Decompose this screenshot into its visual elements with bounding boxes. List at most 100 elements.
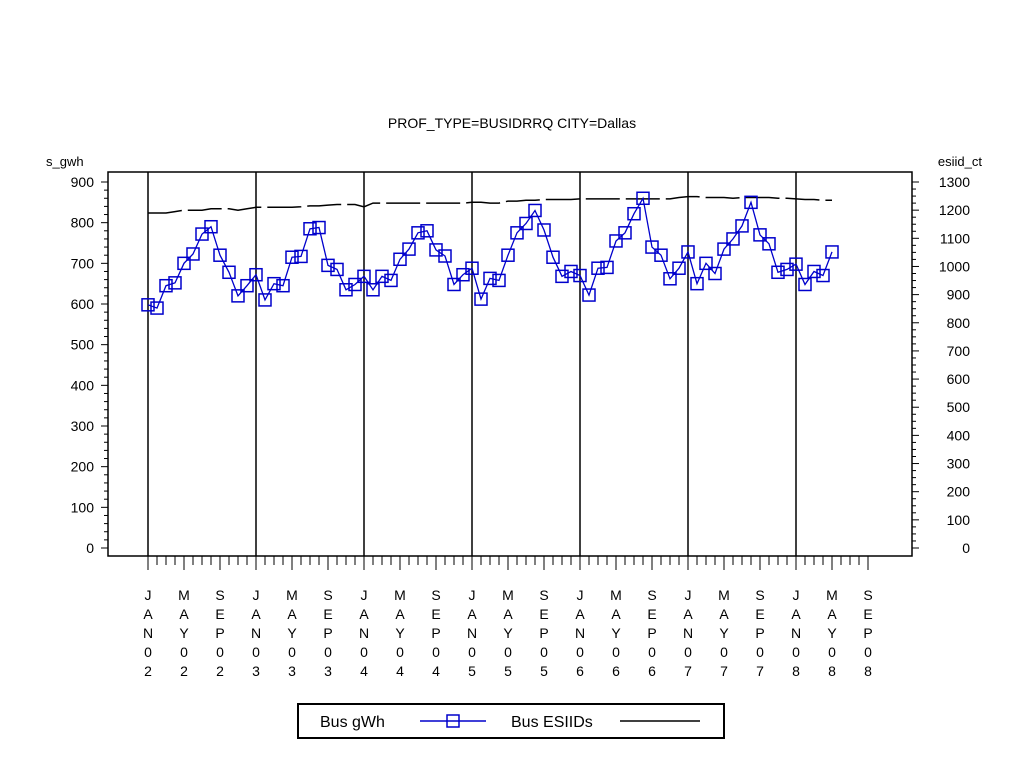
bus-gwh-point	[627, 206, 641, 221]
bus-gwh-point	[726, 232, 740, 246]
bus-gwh-point	[384, 273, 398, 288]
bus-gwh-point	[663, 272, 677, 286]
right-axis-tick-label: 800	[947, 315, 971, 331]
bus-gwh-point	[690, 276, 704, 291]
right-axis-tick-label: 300	[947, 456, 971, 472]
left-axis-label: s_gwh	[46, 154, 84, 169]
legend-label-bus-gwh: Bus gWh	[320, 714, 385, 731]
bus-gwh-point	[528, 203, 542, 218]
right-axis-label: esiid_ct	[938, 154, 982, 169]
left-axis-tick-label: 0	[86, 540, 94, 556]
bus-gwh-point	[213, 248, 227, 262]
bus-gwh-point	[267, 276, 281, 291]
left-axis-tick-label: 700	[71, 255, 95, 271]
left-axis-tick-label: 900	[71, 174, 95, 190]
bus-gwh-point	[411, 226, 425, 240]
bus-gwh-point	[447, 277, 461, 292]
right-axis-tick-label: 600	[947, 371, 971, 387]
bus-gwh-point	[645, 240, 659, 254]
bus-gwh-point	[303, 222, 317, 236]
bus-gwh-point	[609, 234, 623, 248]
bus-gwh-point	[348, 277, 362, 292]
bus-gwh-point	[510, 226, 524, 240]
right-axis-tick-label: 1100	[940, 230, 970, 246]
bus-gwh-point	[249, 267, 263, 282]
bus-gwh-point	[618, 226, 632, 240]
bus-gwh-point	[141, 298, 155, 312]
bus-gwh-point	[240, 278, 254, 293]
bus-gwh-point	[222, 265, 236, 280]
bus-gwh-point	[591, 261, 605, 275]
right-axis-tick-label: 1300	[939, 174, 970, 190]
bus-gwh-point	[636, 191, 650, 206]
left-axis-tick-label: 200	[71, 459, 95, 475]
legend: Bus gWh Bus ESIIDs	[297, 703, 725, 739]
right-axis-tick-label: 500	[947, 399, 971, 415]
bus-gwh-point	[564, 264, 578, 279]
bus-gwh-point	[546, 250, 560, 264]
bus-gwh-point	[501, 248, 515, 262]
bus-gwh-point	[672, 261, 686, 275]
right-axis: 0 100 200 300 400 500 600 700 800 900 1000 1100 1200…	[912, 174, 970, 556]
right-axis-tick-label: 1200	[939, 202, 970, 218]
bus-gwh-point	[321, 258, 335, 273]
right-axis-tick-label: 700	[947, 343, 971, 359]
right-axis-tick-label: 0	[962, 540, 970, 556]
year-reference-lines	[147, 172, 797, 556]
bus-gwh-point	[735, 219, 749, 233]
legend-marker-square	[446, 714, 460, 728]
bus-gwh-point	[483, 271, 497, 286]
bus-gwh-point	[798, 277, 812, 292]
bus-gwh-point	[762, 237, 776, 251]
bus-gwh-point	[285, 250, 299, 264]
right-axis-tick-label: 400	[947, 427, 971, 443]
bus-gwh-point	[816, 268, 830, 283]
x-axis: J A N 0 2 M A Y 0 2 S E P 0 2 J A N 0 3 M A Y 0 3 S E P 0 3 J A N 0 4 M A Y 0 4…	[143, 556, 873, 679]
bus-gwh-point	[258, 293, 272, 307]
bus-gwh-point	[420, 224, 434, 238]
bus-gwh-point	[438, 249, 452, 263]
bus-gwh-point	[573, 268, 587, 283]
legend-label-bus-esiids: Bus ESIIDs	[511, 714, 593, 731]
bus-gwh-point	[375, 269, 389, 284]
bus-gwh-point	[744, 195, 758, 210]
bus-gwh-point	[402, 242, 416, 256]
bus-gwh-point	[600, 260, 614, 275]
bus-gwh-point	[708, 266, 722, 281]
bus-gwh-point	[825, 245, 839, 259]
left-axis-tick-label: 800	[71, 215, 95, 231]
bus-gwh-point	[186, 247, 200, 261]
left-axis-tick-label: 500	[71, 337, 95, 353]
bus-gwh-point	[717, 242, 731, 256]
bus-gwh-point	[357, 269, 371, 284]
left-axis-tick-label: 300	[71, 418, 95, 434]
bus-gwh-point	[312, 220, 326, 235]
plot-frame	[107, 171, 913, 557]
chart-title: PROF_TYPE=BUSIDRRQ CITY=Dallas	[388, 115, 636, 131]
bus-gwh-point	[753, 228, 767, 242]
bus-gwh-point	[555, 269, 569, 284]
bus-gwh-point	[393, 252, 407, 267]
right-axis-tick-label: 200	[947, 484, 971, 500]
bus-gwh-point	[231, 289, 245, 303]
series-layer	[141, 191, 839, 315]
left-axis-tick-label: 600	[71, 296, 95, 312]
